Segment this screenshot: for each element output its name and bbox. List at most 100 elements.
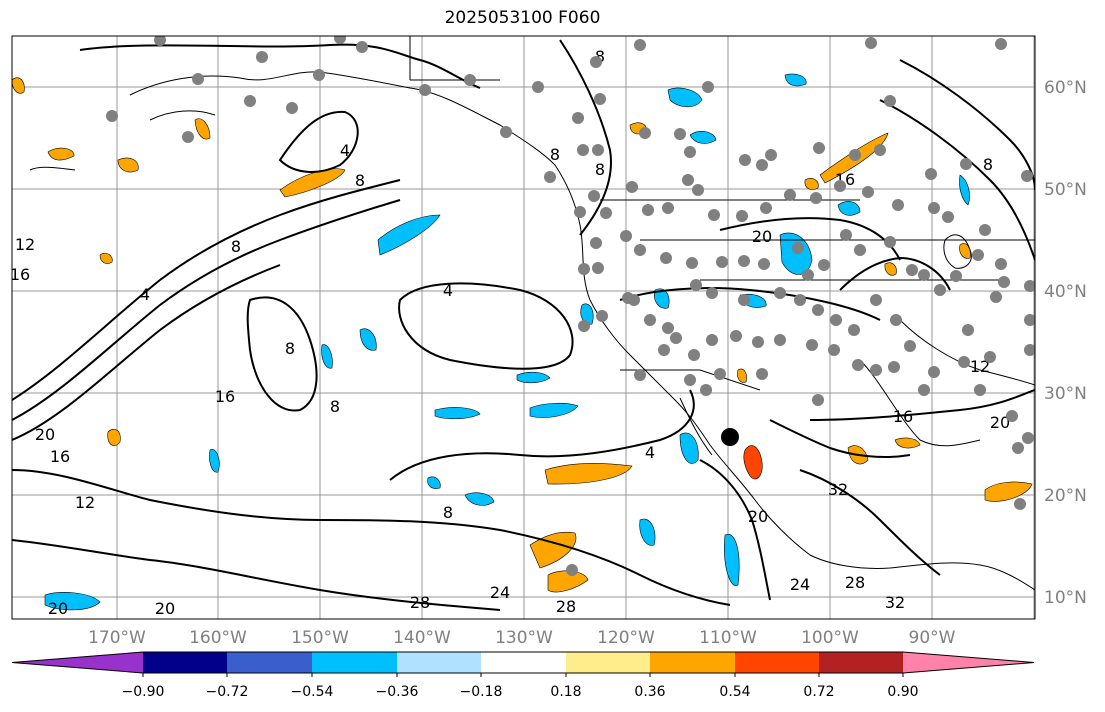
station-marker: [960, 158, 972, 170]
colorbar-tick-label: 0.36: [634, 684, 665, 700]
station-marker: [1024, 344, 1035, 356]
station-marker: [995, 38, 1007, 50]
station-marker: [892, 199, 904, 211]
center-marker: [721, 428, 739, 446]
station-marker: [752, 336, 764, 348]
contour-label: 8: [355, 171, 365, 190]
station-marker: [590, 56, 602, 68]
colorbar-tick-label: −0.72: [206, 684, 249, 700]
contour-label: 16: [10, 265, 30, 284]
colorbar-segment: [735, 652, 819, 673]
contour-label: 20: [748, 507, 768, 526]
station-marker: [925, 168, 937, 180]
latitude-tick-label: 50°N: [1044, 180, 1087, 200]
colorbar-tick-labels: −0.90 −0.72 −0.54 −0.36 −0.18 0.18 0.36 0.54 0.7…: [122, 673, 919, 700]
station-marker: [700, 384, 712, 396]
station-marker: [928, 202, 940, 214]
colorbar-segment: [566, 652, 650, 673]
colorbar-segment: [650, 652, 735, 673]
station-marker: [849, 149, 861, 161]
station-marker: [566, 564, 578, 576]
station-marker: [256, 51, 268, 63]
contour-label: 12: [75, 493, 95, 512]
station-marker: [1024, 314, 1035, 326]
colorbar-tick-label: 0.90: [887, 684, 918, 700]
station-marker: [998, 276, 1010, 288]
station-marker: [596, 310, 608, 322]
station-marker: [928, 366, 940, 378]
station-marker: [934, 284, 946, 296]
station-marker: [1012, 442, 1024, 454]
station-marker: [848, 324, 860, 336]
contour-label: 4: [443, 281, 453, 300]
station-marker: [500, 126, 512, 138]
station-marker: [334, 36, 346, 44]
contour-label: 16: [50, 447, 70, 466]
station-marker: [958, 356, 970, 368]
station-marker: [464, 74, 476, 86]
station-marker: [812, 394, 824, 406]
station-marker: [154, 36, 166, 46]
station-marker: [634, 369, 646, 381]
contour-label: 8: [550, 145, 560, 164]
longitude-tick-label: 90°W: [909, 628, 956, 648]
station-marker: [865, 37, 877, 49]
station-marker: [806, 339, 818, 351]
shaded-field-negative: [44, 73, 970, 611]
colorbar-segment: [227, 652, 312, 673]
contour-label: 32: [828, 480, 848, 499]
station-marker: [1021, 170, 1033, 182]
contour-label: 24: [790, 575, 810, 594]
station-marker: [813, 142, 825, 154]
station-marker: [642, 204, 654, 216]
station-marker: [890, 314, 902, 326]
station-marker: [962, 324, 974, 336]
contour-label: 8: [443, 503, 453, 522]
station-marker: [634, 39, 646, 51]
station-marker: [870, 364, 882, 376]
station-marker: [588, 190, 600, 202]
station-marker: [888, 361, 900, 373]
colorbar-tick-label: −0.90: [122, 684, 165, 700]
latitude-tick-label: 30°N: [1044, 384, 1087, 404]
station-marker: [828, 344, 840, 356]
contour-label: 4: [645, 443, 655, 462]
station-marker: [628, 294, 640, 306]
station-marker: [812, 304, 824, 316]
station-marker: [182, 131, 194, 143]
station-marker: [594, 93, 606, 105]
station-marker: [904, 340, 916, 352]
station-marker: [942, 211, 954, 223]
contour-label: 20: [752, 227, 772, 246]
station-marker: [758, 258, 770, 270]
colorbar-segment: [312, 652, 397, 673]
station-marker: [590, 237, 602, 249]
station-marker: [1006, 410, 1018, 422]
longitude-tick-label: 130°W: [495, 628, 553, 648]
station-marker: [670, 332, 682, 344]
colorbar-tick-label: −0.18: [460, 684, 503, 700]
contour-label: 8: [983, 155, 993, 174]
station-marker: [356, 41, 368, 53]
station-marker: [774, 334, 786, 346]
colorbar-segment: [143, 652, 227, 673]
station-marker: [686, 257, 698, 269]
colorbar-segment: [481, 652, 566, 673]
station-marker: [313, 69, 325, 81]
station-marker: [577, 144, 589, 156]
station-marker: [286, 102, 298, 114]
station-marker: [578, 320, 590, 332]
station-marker: [874, 144, 886, 156]
station-marker: [765, 149, 777, 161]
contour-lines: [12, 39, 1035, 611]
contour-label: 20: [990, 413, 1010, 432]
station-marker: [244, 95, 256, 107]
station-marker: [600, 207, 612, 219]
station-marker: [1014, 498, 1026, 510]
station-marker: [639, 127, 651, 139]
station-marker: [918, 384, 930, 396]
map-frame: [11, 35, 1036, 620]
contour-label: 4: [140, 285, 150, 304]
